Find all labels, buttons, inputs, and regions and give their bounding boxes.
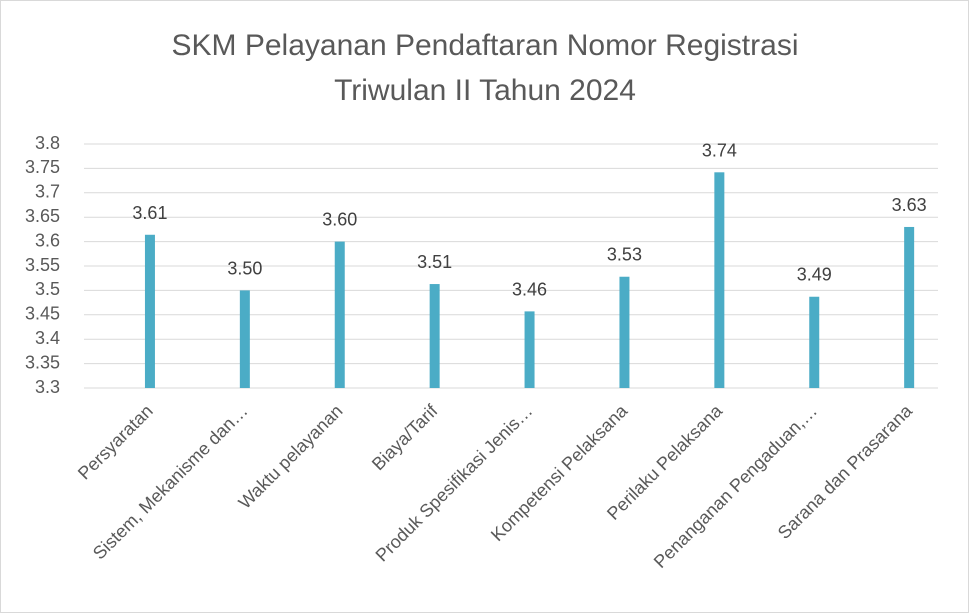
y-tick-label: 3.6 — [35, 230, 60, 250]
value-label: 3.63 — [892, 195, 927, 215]
y-tick-label: 3.75 — [25, 157, 60, 177]
y-tick-label: 3.65 — [25, 206, 60, 226]
value-label: 3.49 — [797, 265, 832, 285]
y-tick-label: 3.8 — [35, 133, 60, 153]
chart-title: SKM Pelayanan Pendaftaran Nomor Registra… — [172, 29, 799, 62]
bar — [144, 234, 155, 388]
y-tick-label: 3.5 — [35, 279, 60, 299]
bar — [334, 241, 345, 388]
bar — [809, 296, 820, 388]
value-label: 3.46 — [512, 279, 547, 299]
value-label: 3.60 — [322, 210, 357, 230]
y-tick-label: 3.45 — [25, 304, 60, 324]
bar — [714, 172, 725, 388]
value-label: 3.74 — [702, 140, 737, 160]
y-tick-label: 3.3 — [35, 377, 60, 397]
bar — [904, 226, 915, 388]
value-label: 3.50 — [227, 258, 262, 278]
y-tick-label: 3.55 — [25, 255, 60, 275]
value-label: 3.53 — [607, 245, 642, 265]
chart-title: Triwulan II Tahun 2024 — [334, 74, 636, 107]
bar — [239, 290, 250, 388]
y-tick-label: 3.35 — [25, 352, 60, 372]
bar — [619, 276, 630, 388]
bar — [429, 284, 440, 388]
bar — [524, 311, 535, 388]
value-label: 3.61 — [132, 203, 167, 223]
y-tick-label: 3.4 — [35, 328, 60, 348]
y-tick-label: 3.7 — [35, 182, 60, 202]
value-label: 3.51 — [417, 252, 452, 272]
